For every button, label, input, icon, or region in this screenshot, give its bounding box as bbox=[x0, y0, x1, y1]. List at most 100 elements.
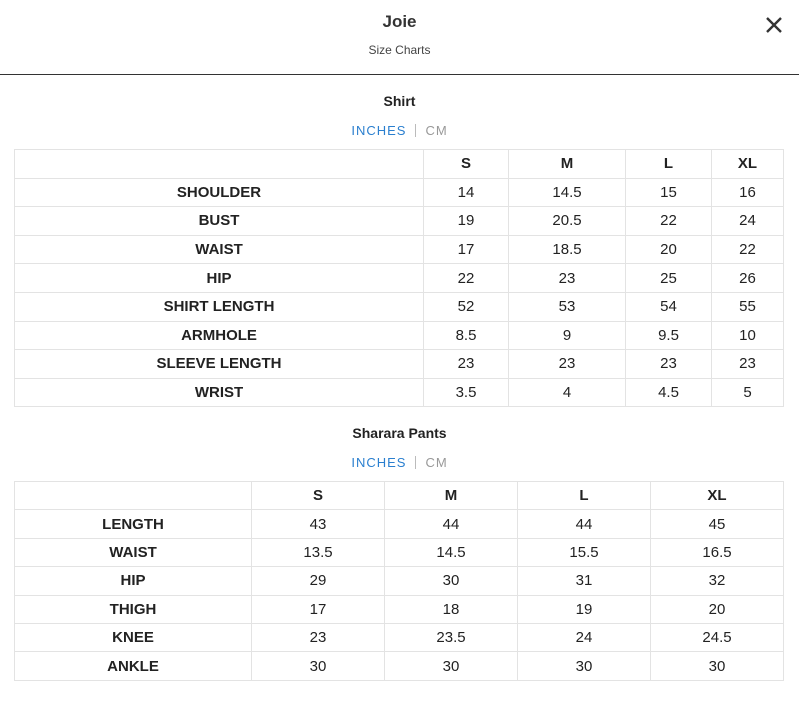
unit-tab[interactable]: CM bbox=[425, 123, 448, 138]
size-value: 54 bbox=[625, 291, 712, 322]
table-row: BUST 19 20.5 22 24 bbox=[14, 206, 784, 236]
size-value: 19 bbox=[423, 206, 509, 236]
size-value: 16 bbox=[711, 177, 784, 208]
size-value: 26 bbox=[711, 263, 784, 293]
table-row: WAIST 17 18.5 20 22 bbox=[14, 234, 784, 265]
size-value: 30 bbox=[384, 566, 518, 596]
size-value: 23 bbox=[625, 349, 712, 379]
size-value: 16.5 bbox=[650, 537, 784, 568]
column-header: L bbox=[625, 149, 712, 179]
size-value: 22 bbox=[625, 206, 712, 236]
row-label: WAIST bbox=[14, 234, 424, 265]
size-value: 45 bbox=[650, 509, 784, 539]
close-button[interactable] bbox=[765, 16, 783, 34]
size-value: 53 bbox=[508, 291, 626, 322]
column-header: XL bbox=[711, 149, 784, 179]
size-table: S M L XL SHOULDER 14 14.5 15 16 BUST 19 20.5 22 24 WAI… bbox=[14, 149, 784, 408]
size-value: 4 bbox=[508, 377, 626, 408]
row-label: HIP bbox=[14, 263, 424, 293]
unit-tab[interactable]: INCHES bbox=[351, 455, 407, 470]
size-value: 19 bbox=[517, 594, 651, 624]
size-value: 15.5 bbox=[517, 537, 651, 568]
size-value: 14.5 bbox=[508, 177, 626, 208]
row-label: THIGH bbox=[14, 594, 252, 624]
modal-subtitle: Size Charts bbox=[368, 43, 431, 57]
row-label: WRIST bbox=[14, 377, 424, 408]
header-row: S M L XL bbox=[14, 149, 784, 179]
table-row: WRIST 3.5 4 4.5 5 bbox=[14, 377, 784, 408]
size-value: 23 bbox=[508, 263, 626, 293]
size-value: 22 bbox=[711, 234, 784, 265]
table-row: SHOULDER 14 14.5 15 16 bbox=[14, 177, 784, 208]
row-label: BUST bbox=[14, 206, 424, 236]
column-header: M bbox=[508, 149, 626, 179]
corner-cell bbox=[14, 149, 424, 179]
size-value: 9 bbox=[508, 320, 626, 351]
table-row: SHIRT LENGTH 52 53 54 55 bbox=[14, 291, 784, 322]
row-label: SHOULDER bbox=[14, 177, 424, 208]
unit-tabs: INCHES CM bbox=[0, 123, 799, 138]
size-value: 14.5 bbox=[384, 537, 518, 568]
table-row: HIP 22 23 25 26 bbox=[14, 263, 784, 293]
size-value: 30 bbox=[251, 651, 385, 681]
header-row: S M L XL bbox=[14, 480, 784, 511]
size-value: 43 bbox=[251, 509, 385, 539]
row-label: SHIRT LENGTH bbox=[14, 291, 424, 322]
column-header: M bbox=[384, 480, 518, 511]
size-value: 30 bbox=[650, 651, 784, 681]
size-value: 24 bbox=[711, 206, 784, 236]
row-label: WAIST bbox=[14, 537, 252, 568]
table-row: ARMHOLE 8.5 9 9.5 10 bbox=[14, 320, 784, 351]
row-label: LENGTH bbox=[14, 509, 252, 539]
size-table: S M L XL LENGTH 43 44 44 45 WAIST 13.5 14.5 15.5 16.5… bbox=[14, 480, 784, 681]
size-value: 17 bbox=[251, 594, 385, 624]
row-label: KNEE bbox=[14, 622, 252, 653]
row-label: HIP bbox=[14, 566, 252, 596]
size-value: 18 bbox=[384, 594, 518, 624]
corner-cell bbox=[14, 480, 252, 511]
size-value: 44 bbox=[517, 509, 651, 539]
size-value: 23 bbox=[251, 622, 385, 653]
size-value: 23 bbox=[508, 349, 626, 379]
size-value: 32 bbox=[650, 566, 784, 596]
modal-title: Joie bbox=[382, 12, 417, 31]
unit-tab[interactable]: INCHES bbox=[351, 123, 407, 138]
table-row: ANKLE 30 30 30 30 bbox=[14, 651, 784, 681]
column-header: S bbox=[251, 480, 385, 511]
size-value: 17 bbox=[423, 234, 509, 265]
size-value: 15 bbox=[625, 177, 712, 208]
size-value: 3.5 bbox=[423, 377, 509, 408]
column-header: XL bbox=[650, 480, 784, 511]
size-value: 55 bbox=[711, 291, 784, 322]
tab-separator bbox=[415, 456, 417, 469]
divider bbox=[0, 74, 799, 75]
row-label: ARMHOLE bbox=[14, 320, 424, 351]
size-value: 20.5 bbox=[508, 206, 626, 236]
size-value: 20 bbox=[650, 594, 784, 624]
section-title: Shirt bbox=[383, 93, 416, 109]
section-title: Sharara Pants bbox=[352, 425, 447, 441]
table-row: HIP 29 30 31 32 bbox=[14, 566, 784, 596]
size-value: 20 bbox=[625, 234, 712, 265]
size-value: 10 bbox=[711, 320, 784, 351]
size-value: 13.5 bbox=[251, 537, 385, 568]
size-value: 23 bbox=[711, 349, 784, 379]
size-value: 8.5 bbox=[423, 320, 509, 351]
table-row: KNEE 23 23.5 24 24.5 bbox=[14, 622, 784, 653]
table-row: THIGH 17 18 19 20 bbox=[14, 594, 784, 624]
size-value: 52 bbox=[423, 291, 509, 322]
row-label: ANKLE bbox=[14, 651, 252, 681]
size-value: 9.5 bbox=[625, 320, 712, 351]
size-value: 30 bbox=[384, 651, 518, 681]
table-row: WAIST 13.5 14.5 15.5 16.5 bbox=[14, 537, 784, 568]
size-value: 31 bbox=[517, 566, 651, 596]
column-header: L bbox=[517, 480, 651, 511]
column-header: S bbox=[423, 149, 509, 179]
row-label: SLEEVE LENGTH bbox=[14, 349, 424, 379]
unit-tab[interactable]: CM bbox=[425, 455, 448, 470]
size-value: 23 bbox=[423, 349, 509, 379]
size-value: 22 bbox=[423, 263, 509, 293]
size-value: 25 bbox=[625, 263, 712, 293]
size-value: 18.5 bbox=[508, 234, 626, 265]
